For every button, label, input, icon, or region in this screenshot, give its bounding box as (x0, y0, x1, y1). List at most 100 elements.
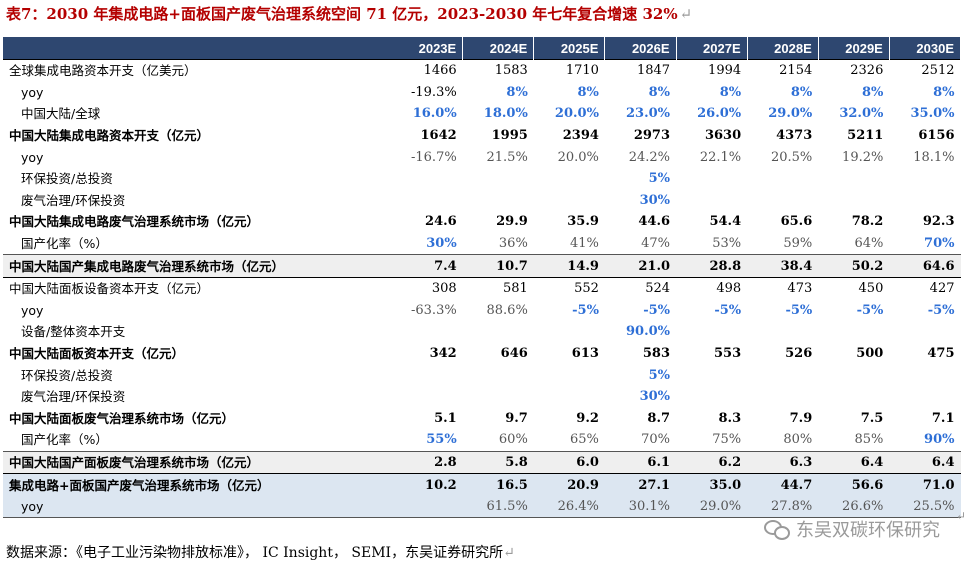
value-cell: 524 (645, 281, 671, 297)
value-cell (889, 190, 960, 212)
value-cell: 27.8% (747, 495, 819, 519)
value-cell (534, 168, 605, 190)
value-cell: 65% (570, 432, 599, 448)
value-cell: 54.4 (709, 214, 742, 230)
value-cell: 308 (431, 281, 457, 297)
table-row: 环保投资/总投资 5% (3, 364, 961, 386)
row-label: 废气治理/环保投资 (21, 192, 126, 208)
value-cell: 427 (929, 281, 955, 297)
value-cell: 20.0% (557, 149, 599, 165)
value-cell: 9.7 (505, 410, 528, 426)
value-cell: 65.6 (780, 214, 813, 230)
return-mark: ↵ (955, 509, 966, 523)
value-cell: 41% (570, 236, 599, 252)
value-cell (747, 386, 818, 408)
value-cell: 473 (787, 281, 813, 297)
value-cell (392, 386, 463, 408)
value-cell (463, 168, 534, 190)
value-cell (392, 190, 463, 212)
value-cell: 20.5% (770, 149, 813, 165)
value-cell: 450 (858, 281, 884, 297)
value-cell: 553 (714, 346, 742, 362)
value-cell: 64.6 (889, 254, 961, 278)
value-cell (534, 321, 605, 343)
value-cell (534, 364, 605, 386)
value-cell: 61.5% (462, 495, 534, 519)
value-cell: 26.6% (818, 495, 890, 519)
table-row: 全球集成电路资本开支（亿美元） 1466 1583 1710 1847 1994 2154 2… (3, 58, 961, 82)
table-row: yoy -63.3% 88.6% -5% -5% -5% -5% -5% -5% (3, 300, 961, 322)
header-cell: 2023E (391, 37, 464, 60)
value-cell: 80% (783, 432, 813, 448)
value-cell: 55% (426, 432, 457, 448)
data-table: 2023E 2024E 2025E 2026E 2027E 2028E 2029… (3, 37, 962, 519)
value-cell: 7.5 (860, 410, 884, 426)
value-cell: 59% (783, 236, 813, 252)
table-row: 国产化率（%） 30% 36% 41% 47% 53% 59% 64% 70% (3, 233, 961, 255)
row-label: 中国大陆/全球 (21, 106, 101, 122)
value-cell (391, 495, 463, 519)
table-row: yoy -19.3% 8% 8% 8% 8% 8% 8% 8% (3, 82, 961, 104)
value-cell: 75% (712, 432, 742, 448)
value-cell: 1995 (491, 128, 528, 144)
value-cell: 7.4 (391, 254, 463, 278)
value-cell: 2326 (818, 58, 890, 82)
value-cell (676, 321, 747, 343)
value-cell: 28.8 (676, 254, 748, 278)
row-label: 中国大陆集成电路废气治理系统市场（亿元） (9, 214, 260, 230)
value-cell (392, 364, 463, 386)
row-label: 中国大陆国产面板废气治理系统市场（亿元） (3, 450, 392, 475)
value-cell: 71.0 (889, 473, 961, 496)
value-cell: 29.0% (676, 495, 748, 519)
table-row: yoy 61.5% 26.4% 30.1% 29.0% 27.8% 26.6% 25.5% (3, 495, 961, 519)
value-cell: 1642 (420, 128, 457, 144)
table-row: 中国大陆国产面板废气治理系统市场（亿元） 2.8 5.8 6.0 6.1 6.2 6.3 6.… (3, 450, 961, 475)
value-cell: 7.9 (789, 410, 813, 426)
value-cell: -5% (856, 302, 884, 318)
row-label: 废气治理/环保投资 (21, 389, 126, 405)
value-cell: 78.2 (851, 214, 884, 230)
value-cell: -16.7% (411, 149, 457, 165)
value-cell: 8% (933, 84, 955, 100)
table-row: 中国大陆集成电路废气治理系统市场（亿元） 24.6 29.9 35.9 44.6 54.4… (3, 211, 961, 233)
row-label: 设备/整体资本开支 (21, 324, 126, 340)
value-cell: 70% (924, 236, 955, 252)
value-cell (392, 321, 463, 343)
header-cell: 2024E (462, 37, 535, 60)
value-cell: 8% (577, 84, 599, 100)
value-cell: 1583 (462, 58, 534, 82)
value-cell: 85% (854, 432, 884, 448)
value-cell: 5.1 (434, 410, 457, 426)
value-cell: 53% (712, 236, 742, 252)
row-label: 中国大陆面板设备资本开支（亿元） (9, 281, 210, 297)
value-cell (676, 386, 747, 408)
header-cell: 2030E (889, 37, 962, 60)
value-cell: 50.2 (818, 254, 890, 278)
value-cell: 581 (502, 281, 528, 297)
value-cell: 500 (856, 346, 884, 362)
value-cell (676, 168, 747, 190)
value-cell: 38.4 (747, 254, 819, 278)
value-cell: 342 (429, 346, 457, 362)
value-cell: 56.6 (818, 473, 890, 496)
table-row: 中国大陆面板废气治理系统市场（亿元） 5.1 9.7 9.2 8.7 8.3 7.9 7.5 7… (3, 408, 961, 430)
value-cell: 20.9 (533, 473, 605, 496)
value-cell: 6156 (918, 128, 955, 144)
value-cell: 29.0% (768, 106, 813, 122)
source-note: 数据来源：《电子工业污染物排放标准》， IC Insight， SEMI，东吴证… (6, 542, 515, 562)
table-row: 环保投资/总投资 5% (3, 168, 961, 190)
value-cell: 32.0% (839, 106, 884, 122)
row-label: 环保投资/总投资 (21, 171, 113, 187)
value-cell (534, 386, 605, 408)
table-row: 中国大陆/全球 16.0% 18.0% 20.0% 23.0% 26.0% 29.0% 32.… (3, 103, 961, 125)
row-label: 国产化率（%） (21, 236, 108, 252)
value-cell: 9.2 (576, 410, 599, 426)
value-cell: 526 (785, 346, 813, 362)
table-row: 集成电路+面板国产废气治理系统市场（亿元） 10.2 16.5 20.9 27.1 35.… (3, 473, 961, 496)
header-row: 2023E 2024E 2025E 2026E 2027E 2028E 2029… (3, 37, 962, 60)
row-label: 国产化率（%） (21, 432, 108, 448)
value-cell: -5% (572, 302, 599, 318)
value-cell (889, 168, 960, 190)
value-cell: 30% (639, 192, 671, 208)
return-mark: ↵ (503, 545, 515, 561)
